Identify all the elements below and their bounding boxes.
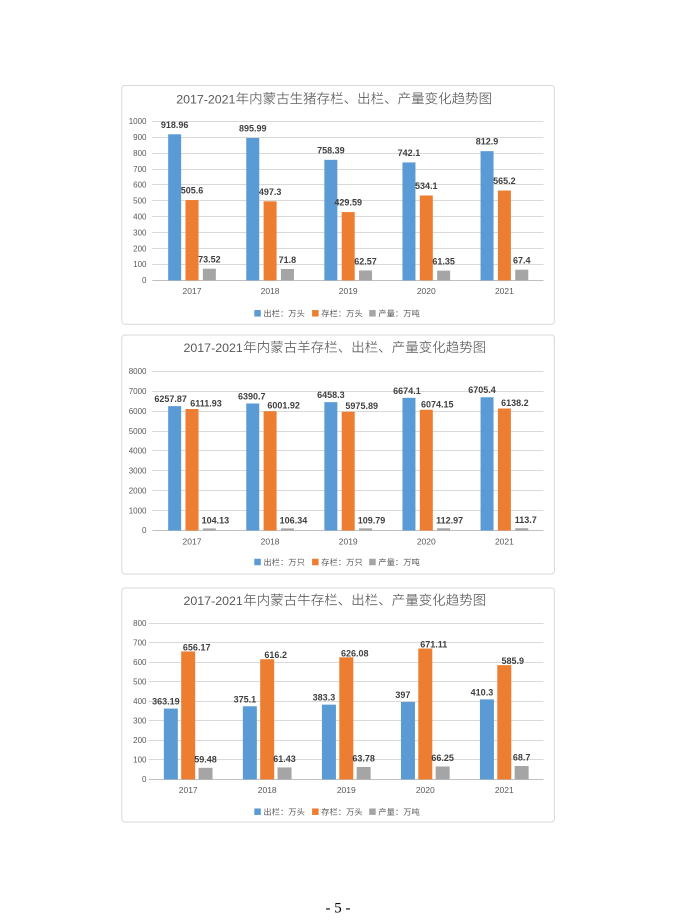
svg-text:900: 900 [133, 133, 147, 142]
svg-text:2020: 2020 [417, 286, 436, 296]
svg-text:400: 400 [133, 697, 147, 706]
svg-text:6111.93: 6111.93 [190, 399, 222, 409]
svg-text:585.9: 585.9 [502, 656, 525, 666]
svg-text:800: 800 [133, 619, 147, 628]
svg-text:5000: 5000 [129, 427, 147, 436]
svg-text:300: 300 [133, 228, 147, 237]
svg-text:2017-2021: 2017-2021 [176, 92, 235, 106]
svg-text:6000: 6000 [129, 407, 147, 416]
svg-text:6390.7: 6390.7 [238, 391, 266, 401]
svg-text:3000: 3000 [129, 467, 147, 476]
svg-text:100: 100 [133, 756, 147, 765]
svg-text:500: 500 [133, 678, 147, 687]
svg-text:2017: 2017 [179, 785, 198, 795]
svg-text:61.43: 61.43 [273, 754, 296, 764]
svg-text:1000: 1000 [129, 506, 147, 515]
svg-text:812.9: 812.9 [476, 137, 499, 147]
svg-text:616.2: 616.2 [264, 650, 287, 660]
svg-text:363.19: 363.19 [152, 697, 180, 707]
svg-text:5975.89: 5975.89 [345, 401, 378, 411]
svg-text:7000: 7000 [129, 387, 147, 396]
svg-text:397: 397 [395, 690, 410, 700]
svg-text:71.8: 71.8 [279, 255, 297, 265]
svg-text:2019: 2019 [337, 785, 356, 795]
svg-text:895.99: 895.99 [239, 123, 267, 133]
svg-text:2000: 2000 [129, 486, 147, 495]
svg-text:375.1: 375.1 [234, 694, 257, 704]
svg-text:2018: 2018 [261, 536, 280, 546]
svg-text:0: 0 [142, 276, 147, 285]
svg-text:2017-2021: 2017-2021 [184, 594, 243, 608]
svg-text:200: 200 [133, 244, 147, 253]
svg-text:112.97: 112.97 [436, 515, 463, 525]
svg-text:2020: 2020 [416, 785, 435, 795]
svg-text:6257.87: 6257.87 [154, 394, 187, 404]
svg-text:6458.3: 6458.3 [317, 390, 345, 400]
svg-text:2017: 2017 [183, 536, 202, 546]
svg-text:300: 300 [133, 717, 147, 726]
svg-text:4000: 4000 [129, 447, 147, 456]
svg-text:6674.1: 6674.1 [393, 386, 421, 396]
svg-text:1000: 1000 [129, 117, 147, 126]
svg-text:106.34: 106.34 [280, 515, 308, 525]
svg-text:113.7: 113.7 [515, 515, 537, 525]
svg-text:383.3: 383.3 [313, 693, 336, 703]
svg-text:2021: 2021 [495, 286, 514, 296]
svg-text:0: 0 [142, 526, 147, 535]
svg-text:62.57: 62.57 [354, 256, 377, 266]
svg-text:8000: 8000 [129, 367, 147, 376]
svg-text:66.25: 66.25 [431, 753, 454, 763]
svg-text:6074.15: 6074.15 [421, 399, 454, 409]
svg-text:758.39: 758.39 [317, 145, 345, 155]
svg-text:200: 200 [133, 736, 147, 745]
svg-text:671.11: 671.11 [420, 640, 447, 650]
svg-text:59.48: 59.48 [194, 754, 217, 764]
svg-text:2020: 2020 [417, 536, 436, 546]
svg-text:400: 400 [133, 213, 147, 222]
svg-text:2021: 2021 [495, 785, 514, 795]
svg-text:6705.4: 6705.4 [468, 385, 496, 395]
svg-text:61.35: 61.35 [432, 256, 455, 266]
svg-text:600: 600 [133, 181, 147, 190]
svg-text:429.59: 429.59 [334, 198, 362, 208]
svg-text:104.13: 104.13 [202, 515, 230, 525]
svg-text:2018: 2018 [261, 286, 280, 296]
svg-text:2019: 2019 [339, 536, 358, 546]
svg-text:2021: 2021 [495, 536, 514, 546]
svg-text:68.7: 68.7 [513, 753, 531, 763]
svg-text:918.96: 918.96 [161, 120, 189, 130]
svg-text:565.2: 565.2 [493, 176, 516, 186]
svg-text:63.78: 63.78 [352, 753, 375, 763]
svg-text:600: 600 [133, 658, 147, 667]
svg-text:410.3: 410.3 [471, 687, 494, 697]
svg-text:656.17: 656.17 [183, 642, 211, 652]
svg-text:800: 800 [133, 149, 147, 158]
svg-text:2018: 2018 [258, 785, 277, 795]
svg-text:2017: 2017 [183, 286, 202, 296]
svg-text:534.1: 534.1 [415, 181, 438, 191]
svg-text:0: 0 [142, 775, 147, 784]
svg-text:73.52: 73.52 [198, 255, 221, 265]
svg-text:742.1: 742.1 [398, 148, 421, 158]
svg-text:6001.92: 6001.92 [267, 401, 300, 411]
svg-text:109.79: 109.79 [358, 515, 386, 525]
svg-text:700: 700 [133, 639, 147, 648]
svg-text:497.3: 497.3 [259, 187, 282, 197]
svg-text:626.08: 626.08 [341, 648, 369, 658]
svg-text:2019: 2019 [339, 286, 358, 296]
svg-text:2017-2021: 2017-2021 [184, 341, 243, 355]
svg-text:- 5 -: - 5 - [326, 901, 351, 917]
svg-text:700: 700 [133, 165, 147, 174]
svg-text:505.6: 505.6 [181, 186, 204, 196]
svg-text:6138.2: 6138.2 [501, 398, 529, 408]
svg-text:100: 100 [133, 260, 147, 269]
svg-text:500: 500 [133, 197, 147, 206]
svg-text:67.4: 67.4 [513, 255, 531, 265]
